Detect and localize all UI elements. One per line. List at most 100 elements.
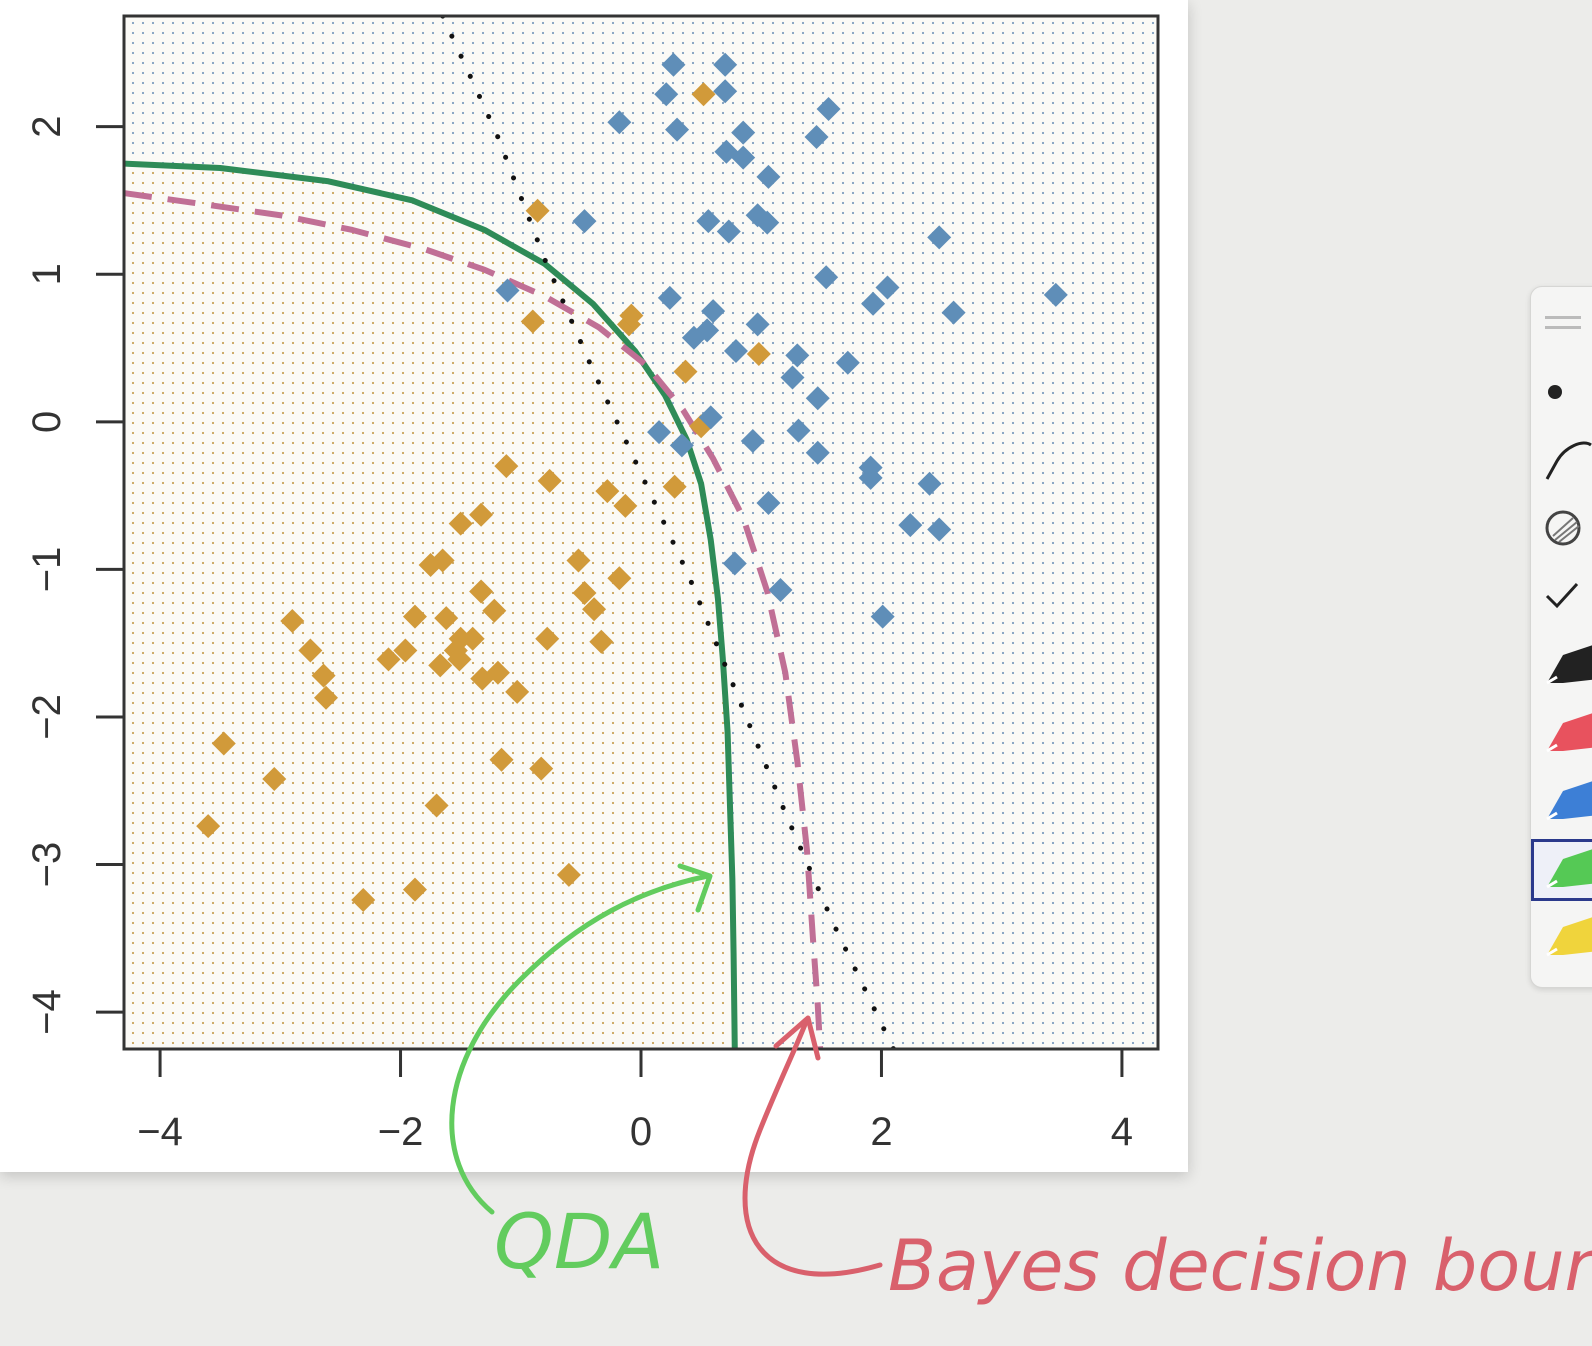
pen-toolbar [1530,286,1592,988]
orange-point [535,626,560,651]
blue-point [780,365,805,390]
drag-handle-icon [1543,312,1583,341]
blue-point [816,96,841,121]
orange-point [470,666,495,691]
blue-point [681,325,706,350]
dot-grid-tan-region [124,163,735,1049]
pen-icon [1543,707,1592,762]
drag-handle-tool[interactable] [1531,295,1592,357]
check-tool[interactable] [1531,567,1592,629]
pen-tool[interactable] [1531,703,1592,765]
x-tick-label: 2 [870,1110,892,1154]
orange-point [482,598,507,623]
pen-tool[interactable] [1531,839,1592,901]
blue-point [786,418,811,443]
pen-tool[interactable] [1531,635,1592,697]
orange-point [313,685,338,710]
bayes-label: Bayes decision boundary [888,1225,1592,1307]
orange-point [494,454,519,479]
orange-point [430,548,455,573]
blue-point [661,52,686,77]
lda-boundary-line [440,16,896,1049]
blue-point [814,265,839,290]
blue-point [1043,282,1068,307]
bayes-boundary-line [124,190,824,1049]
orange-point [393,638,418,663]
orange-point [525,198,550,223]
orange-point [402,604,427,629]
blue-point [745,312,770,337]
blue-point [713,52,738,77]
blue-point [654,82,679,107]
orange-point [582,597,607,622]
orange-point [469,502,494,527]
orange-point [448,511,473,536]
blue-point [607,110,632,135]
orange-point [469,579,494,604]
qda-arrowhead [677,863,713,913]
blue-point [731,145,756,170]
check-icon [1543,576,1587,621]
orange-point [595,479,620,504]
pen-tool[interactable] [1531,771,1592,833]
orange-point [376,647,401,672]
x-tick-label: −2 [378,1110,424,1154]
blue-point [572,209,597,234]
blue-point [495,278,520,303]
orange-point [311,663,336,688]
blue-point [861,291,886,316]
blue-point [917,471,942,496]
blue-point [647,420,672,445]
orange-point [196,814,221,839]
blue-point [755,210,780,235]
orange-point [537,468,562,493]
bayes-arrow [742,1019,883,1277]
orange-point [589,629,614,654]
orange-point [619,303,644,328]
blue-point [698,405,723,430]
blue-point [756,490,781,515]
blue-point [804,125,829,150]
orange-point [447,647,472,672]
orange-point [428,653,453,678]
blue-point [870,604,895,629]
data-points [196,52,1068,912]
orange-point [746,341,771,366]
blue-point [701,299,726,324]
orange-point [424,793,449,818]
blue-point [768,578,793,603]
blue-point [941,300,966,325]
y-tick-label: −4 [25,989,69,1035]
orange-point [691,82,716,107]
orange-point [298,638,323,663]
blue-point [927,225,952,250]
axes: −4 −2 0 2 4 −4 −3 −2 −1 0 1 2 [25,14,1160,1154]
orange-point [556,862,581,887]
eraser-tool[interactable] [1531,499,1592,561]
dot-tool[interactable] [1531,363,1592,425]
blue-point [669,433,694,458]
blue-point [696,209,721,234]
orange-point [262,766,287,791]
y-tick-label: −2 [25,694,69,740]
bayes-arrowhead [773,1015,821,1061]
blue-point [875,275,900,300]
orange-point [613,493,638,518]
blue-point [858,465,883,490]
pen-icon [1543,775,1592,830]
blue-point [713,79,738,104]
blue-point [898,513,923,538]
blue-point [756,164,781,189]
qda-arrow [449,873,711,1215]
pen-tool[interactable] [1531,907,1592,969]
blue-point [835,350,860,375]
orange-point [607,566,632,591]
blue-point [665,117,690,142]
blue-point [927,517,952,542]
y-tick-label: 2 [25,116,69,138]
blue-point [723,338,748,363]
qda-label: QDA [494,1197,664,1286]
lasso-tool[interactable] [1531,431,1592,493]
